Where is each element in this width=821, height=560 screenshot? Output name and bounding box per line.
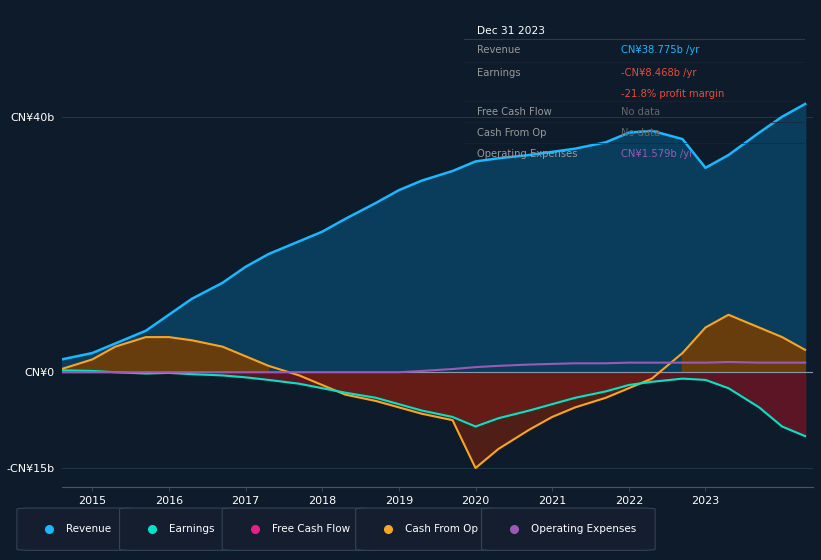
Text: Earnings: Earnings — [478, 68, 521, 78]
Text: Operating Expenses: Operating Expenses — [531, 524, 636, 534]
FancyBboxPatch shape — [355, 508, 498, 550]
Text: No data: No data — [621, 106, 660, 116]
Text: No data: No data — [621, 128, 660, 138]
FancyBboxPatch shape — [17, 508, 136, 550]
Text: -21.8% profit margin: -21.8% profit margin — [621, 88, 724, 99]
Text: Operating Expenses: Operating Expenses — [478, 149, 578, 158]
Text: Dec 31 2023: Dec 31 2023 — [478, 26, 545, 36]
Text: -CN¥8.468b /yr: -CN¥8.468b /yr — [621, 68, 696, 78]
Text: Earnings: Earnings — [169, 524, 214, 534]
Text: CN¥38.775b /yr: CN¥38.775b /yr — [621, 45, 699, 55]
Text: Free Cash Flow: Free Cash Flow — [272, 524, 350, 534]
Text: CN¥1.579b /yr: CN¥1.579b /yr — [621, 149, 693, 158]
FancyBboxPatch shape — [120, 508, 239, 550]
Text: Free Cash Flow: Free Cash Flow — [478, 106, 553, 116]
FancyBboxPatch shape — [481, 508, 655, 550]
FancyBboxPatch shape — [222, 508, 373, 550]
Text: Revenue: Revenue — [67, 524, 112, 534]
Text: Cash From Op: Cash From Op — [405, 524, 478, 534]
Text: Cash From Op: Cash From Op — [478, 128, 547, 138]
Text: Revenue: Revenue — [478, 45, 521, 55]
